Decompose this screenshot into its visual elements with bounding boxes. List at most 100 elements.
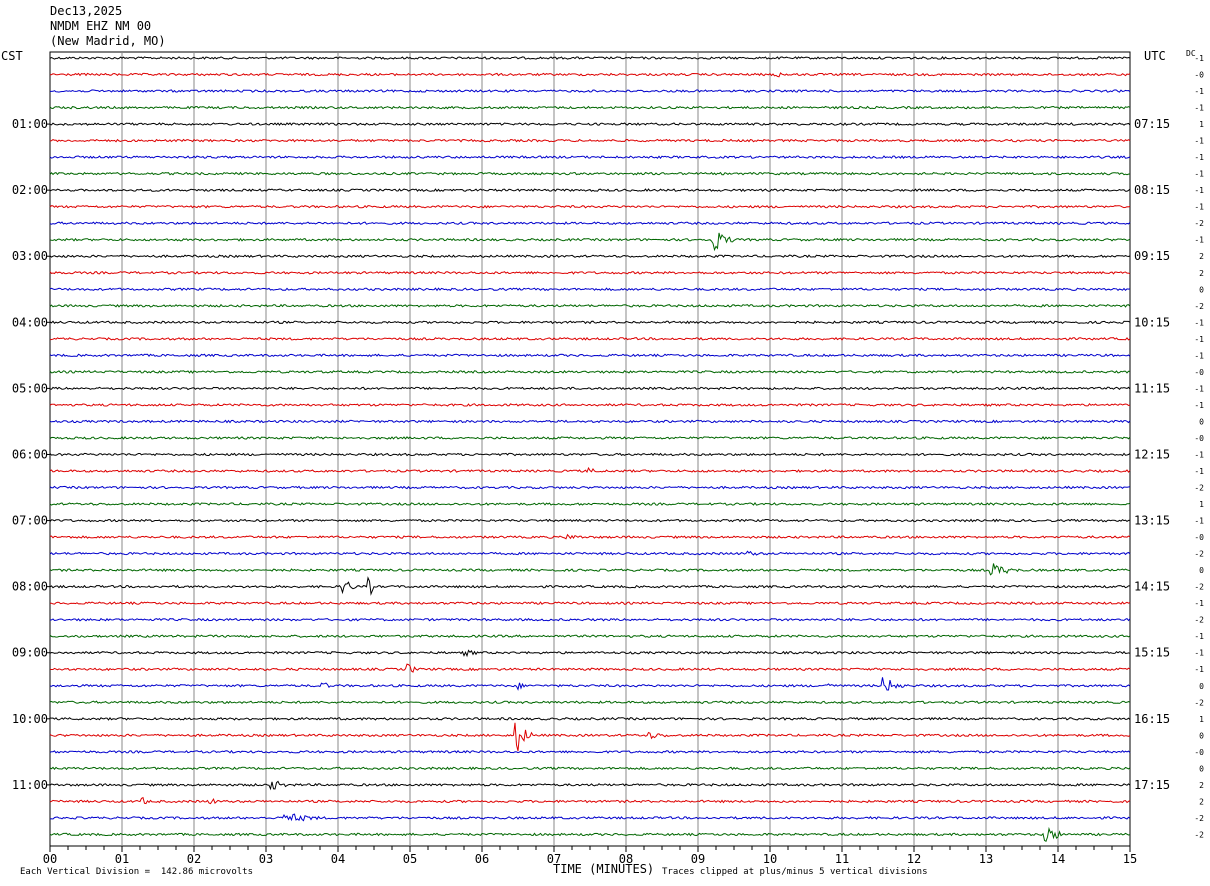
- seismic-trace: [49, 436, 1131, 440]
- seismic-trace: [49, 634, 1131, 639]
- dc-offset-label: 1: [1199, 120, 1204, 129]
- plot-frame: [49, 51, 1131, 847]
- seismic-trace: [49, 204, 1131, 209]
- seismic-trace: [49, 336, 1131, 341]
- dc-offset-label: 2: [1199, 269, 1204, 278]
- cst-hour-label: 05:00: [12, 381, 48, 395]
- dc-offset-label: -2: [1194, 219, 1204, 228]
- utc-hour-label: 12:15: [1134, 447, 1170, 461]
- seismic-trace: [49, 221, 1131, 225]
- x-tick-label: 01: [115, 852, 129, 866]
- cst-hour-label: 11:00: [12, 778, 48, 792]
- seismic-trace: [49, 122, 1131, 126]
- cst-hour-label: 09:00: [12, 646, 48, 660]
- seismic-trace: [49, 518, 1131, 523]
- dc-offset-label: -1: [1194, 450, 1204, 459]
- header-location: (New Madrid, MO): [50, 34, 166, 48]
- header-station: NMDM EHZ NM 00: [50, 19, 152, 33]
- dc-offset-label: -1: [1194, 649, 1204, 658]
- dc-offset-label: -1: [1194, 335, 1204, 344]
- dc-offset-label: 0: [1199, 566, 1204, 575]
- cst-hour-label: 07:00: [12, 514, 48, 528]
- cst-hour-label: 04:00: [12, 315, 48, 329]
- seismic-trace: [49, 677, 1131, 691]
- seismic-trace: [49, 576, 1130, 596]
- seismic-trace: [49, 72, 1131, 78]
- x-tick-label: 07: [547, 852, 561, 866]
- seismic-trace: [49, 722, 1131, 752]
- seismic-trace: [49, 105, 1131, 110]
- dc-offset-label: -1: [1194, 665, 1204, 674]
- seismic-trace: [49, 796, 1131, 805]
- dc-offset-label: -1: [1194, 170, 1204, 179]
- seismic-trace: [49, 320, 1131, 325]
- dc-offset-label: -1: [1194, 351, 1204, 360]
- cst-hour-label: 10:00: [12, 712, 48, 726]
- x-tick-label: 08: [619, 852, 633, 866]
- cst-hour-label: 08:00: [12, 580, 48, 594]
- dc-offset-label: 2: [1199, 797, 1204, 806]
- dc-offset-label: 2: [1199, 781, 1204, 790]
- seismic-trace: [49, 716, 1131, 721]
- seismic-trace: [49, 155, 1131, 160]
- utc-hour-label: 11:15: [1134, 381, 1170, 395]
- seismic-trace: [50, 601, 1131, 606]
- cst-hour-label: 01:00: [12, 117, 48, 131]
- seismic-trace: [49, 533, 1131, 540]
- dc-offset-label: -1: [1194, 137, 1204, 146]
- clip-note: Traces clipped at plus/minus 5 vertical …: [662, 867, 928, 877]
- seismic-trace: [49, 303, 1131, 308]
- seismic-trace: [49, 403, 1131, 407]
- dc-offset-label: -1: [1194, 104, 1204, 113]
- utc-hour-label: 09:15: [1134, 249, 1170, 263]
- seismic-trace: [49, 353, 1131, 358]
- dc-offset-label: -0: [1194, 71, 1204, 80]
- dc-offset-label: -1: [1194, 318, 1204, 327]
- dc-offset-label: -0: [1194, 748, 1204, 757]
- utc-hour-label: 07:15: [1134, 117, 1170, 131]
- dc-offset-label: -2: [1194, 616, 1204, 625]
- x-axis-title: TIME (MINUTES): [553, 862, 655, 876]
- utc-hour-label: 15:15: [1134, 646, 1170, 660]
- seismic-trace: [49, 617, 1131, 622]
- dc-offset-label: -1: [1194, 87, 1204, 96]
- seismic-trace: [49, 270, 1131, 275]
- dc-offset-label: -1: [1194, 236, 1204, 245]
- x-tick-label: 04: [331, 852, 345, 866]
- seismic-trace: [49, 386, 1131, 391]
- utc-hour-label: 14:15: [1134, 580, 1170, 594]
- dc-offset-label: 1: [1199, 715, 1204, 724]
- dc-offset-label: -2: [1194, 302, 1204, 311]
- seismic-trace: [49, 188, 1131, 193]
- dc-offset-label: -1: [1194, 384, 1204, 393]
- seismic-trace: [49, 171, 1131, 176]
- dc-offset-label: -2: [1194, 550, 1204, 559]
- seismic-trace: [49, 550, 1131, 556]
- seismic-trace: [49, 485, 1131, 490]
- dc-offset-label: -1: [1194, 599, 1204, 608]
- cst-hour-label: 06:00: [12, 447, 48, 461]
- dc-offset-label: -1: [1194, 203, 1204, 212]
- dc-offset-label: 2: [1199, 252, 1204, 261]
- utc-hour-label: 16:15: [1134, 712, 1170, 726]
- dc-offset-label: -2: [1194, 830, 1204, 839]
- right-zone-label: UTC: [1144, 49, 1166, 63]
- seismic-trace: [49, 466, 1131, 473]
- seismic-trace: [49, 563, 1131, 576]
- seismic-trace: [49, 452, 1131, 457]
- cst-hour-label: 03:00: [12, 249, 48, 263]
- seismic-trace: [49, 254, 1131, 259]
- utc-hour-label: 17:15: [1134, 778, 1170, 792]
- x-tick-label: 05: [403, 852, 417, 866]
- dc-offset-label: 1: [1199, 500, 1204, 509]
- dc-offset-label: -0: [1194, 533, 1204, 542]
- x-tick-label: 12: [907, 852, 921, 866]
- x-tick-label: 02: [187, 852, 201, 866]
- dc-offset-label: -1: [1194, 186, 1204, 195]
- seismic-trace: [49, 287, 1131, 292]
- dc-offset-label: -1: [1194, 632, 1204, 641]
- seismic-trace: [49, 749, 1131, 754]
- dc-offset-label: -2: [1194, 698, 1204, 707]
- dc-label: DC: [1186, 49, 1196, 58]
